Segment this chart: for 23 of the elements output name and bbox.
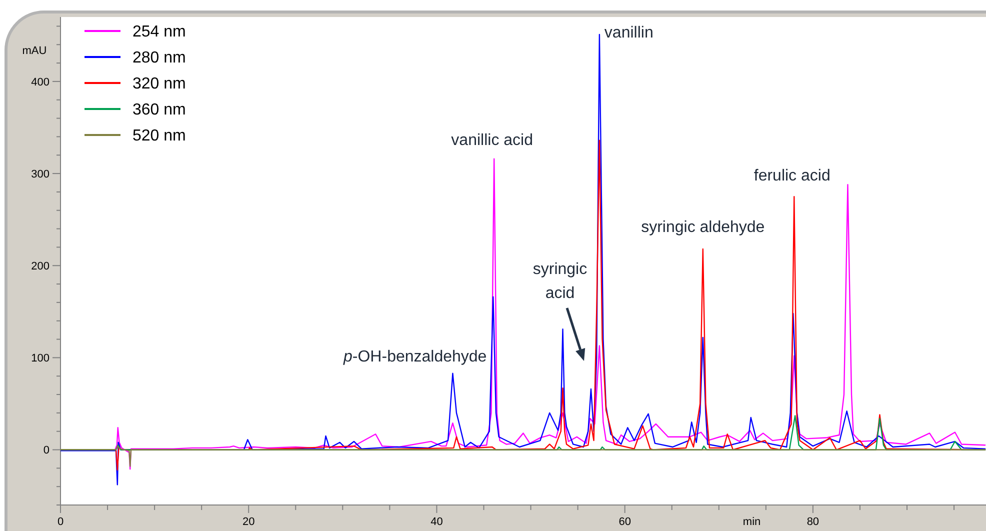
- x-tick-label: 0: [57, 516, 64, 528]
- annotation: vanillic acid: [451, 132, 533, 149]
- x-tick-label: 60: [618, 516, 631, 528]
- legend-label: 520 nm: [132, 128, 186, 145]
- x-tick-label: 80: [806, 516, 820, 528]
- legend-label: 360 nm: [132, 102, 186, 119]
- y-tick-label: 100: [31, 352, 50, 365]
- annotation: syringic acid: [532, 261, 588, 302]
- y-tick-label: 300: [31, 168, 50, 180]
- x-tick-label: 20: [242, 516, 255, 528]
- legend-label: 280 nm: [132, 50, 186, 67]
- legend-label: 254 nm: [132, 24, 186, 41]
- legend-label: 320 nm: [132, 76, 186, 93]
- annotation: syringic aldehyde: [641, 219, 765, 236]
- y-tick-label: 200: [31, 260, 50, 272]
- y-tick-label: 0: [43, 444, 50, 457]
- annotation: p-OH-benzaldehyde: [342, 348, 487, 366]
- x-axis-title: min: [742, 516, 761, 528]
- y-axis-title: mAU: [22, 45, 47, 57]
- y-tick-label: 400: [31, 76, 50, 88]
- annotation: vanillin: [604, 24, 654, 42]
- annotation: ferulic acid: [754, 168, 830, 185]
- x-tick-label: 40: [430, 516, 443, 528]
